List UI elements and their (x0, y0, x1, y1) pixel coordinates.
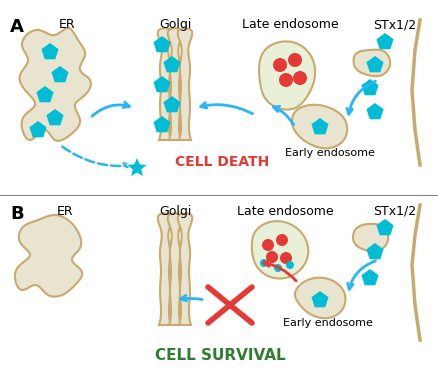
Text: Golgi: Golgi (159, 205, 191, 218)
Polygon shape (41, 43, 58, 59)
Text: CELL DEATH: CELL DEATH (175, 155, 268, 169)
Polygon shape (251, 221, 307, 279)
Text: Late endosome: Late endosome (236, 205, 332, 218)
Polygon shape (157, 28, 172, 140)
Circle shape (285, 261, 293, 269)
Polygon shape (153, 76, 170, 92)
Polygon shape (366, 103, 383, 119)
Polygon shape (311, 291, 328, 307)
Polygon shape (177, 213, 192, 325)
Polygon shape (20, 28, 91, 141)
Polygon shape (294, 278, 345, 318)
Polygon shape (375, 33, 392, 49)
Text: Early endosome: Early endosome (284, 148, 374, 158)
Circle shape (259, 259, 267, 267)
Polygon shape (167, 213, 182, 325)
Text: Late endosome: Late endosome (241, 18, 338, 31)
Polygon shape (126, 157, 147, 177)
Text: ER: ER (57, 205, 73, 218)
Circle shape (279, 73, 292, 87)
Polygon shape (311, 118, 328, 134)
Polygon shape (360, 269, 378, 285)
Circle shape (276, 234, 287, 246)
Text: STx1/2: STx1/2 (373, 18, 416, 31)
Polygon shape (46, 109, 64, 125)
Polygon shape (153, 36, 170, 52)
Polygon shape (375, 219, 392, 235)
Polygon shape (366, 56, 383, 72)
Text: ER: ER (59, 18, 75, 31)
Polygon shape (15, 215, 82, 296)
Polygon shape (163, 56, 180, 72)
Text: A: A (10, 18, 24, 36)
Circle shape (273, 264, 281, 272)
Circle shape (279, 252, 291, 264)
Text: B: B (10, 205, 24, 223)
Circle shape (272, 58, 286, 72)
Polygon shape (153, 116, 170, 132)
Polygon shape (366, 243, 383, 259)
Circle shape (265, 251, 277, 263)
Polygon shape (29, 121, 46, 137)
Polygon shape (353, 50, 389, 76)
Text: Golgi: Golgi (159, 18, 191, 31)
Polygon shape (360, 79, 378, 95)
Polygon shape (36, 86, 53, 102)
Polygon shape (352, 224, 387, 251)
Text: CELL SURVIVAL: CELL SURVIVAL (154, 348, 285, 362)
Text: STx1/2: STx1/2 (373, 205, 416, 218)
Polygon shape (51, 66, 68, 82)
Text: Early endosome: Early endosome (283, 318, 372, 328)
Circle shape (261, 239, 273, 251)
Circle shape (292, 71, 306, 85)
Polygon shape (177, 28, 192, 140)
Polygon shape (163, 96, 180, 112)
Polygon shape (258, 42, 314, 109)
Polygon shape (157, 213, 172, 325)
Polygon shape (291, 105, 346, 148)
Polygon shape (167, 28, 182, 140)
Circle shape (287, 53, 301, 67)
